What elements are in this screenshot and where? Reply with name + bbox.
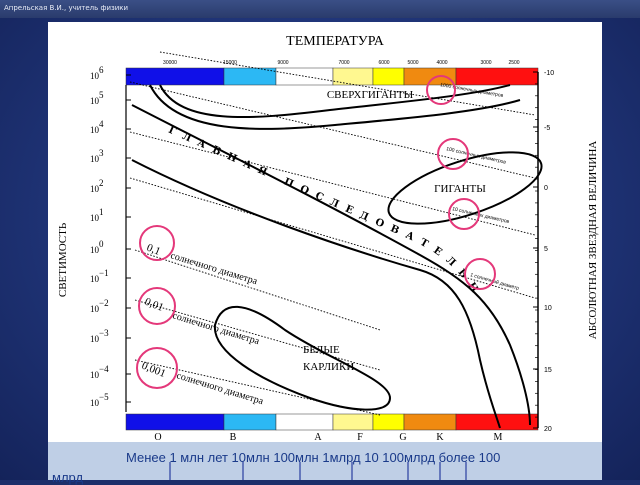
color-bar-segment bbox=[275, 413, 334, 431]
diameter-line-10 bbox=[129, 131, 536, 236]
luminosity-tick-label: 101 bbox=[90, 207, 104, 223]
diameter-line-1 bbox=[129, 177, 536, 299]
luminosity-ticks: 106 105 104 103 102 101 100 10−1 10−2 10−3 10−4 10−… bbox=[90, 65, 131, 408]
temperature-ticks: 30000 15000 9000 7000 6000 5000 4000 3000 2500 bbox=[163, 60, 520, 66]
label-001-caption: солнечного диаметра bbox=[171, 310, 261, 347]
luminosity-tick-label: 10−4 bbox=[90, 364, 109, 380]
spectral-class-label: F bbox=[357, 432, 363, 443]
label-001-value: 0,01 bbox=[143, 296, 165, 314]
luminosity-tick-label: 104 bbox=[90, 119, 104, 135]
highlight-circle-0001 bbox=[136, 347, 178, 389]
caption-line-1: Менее 1 млн лет 10млн 100млн 1млрд 10 10… bbox=[126, 450, 501, 465]
diameter-line-100 bbox=[129, 81, 536, 179]
highlight-circles bbox=[136, 75, 496, 389]
color-bar-bottom bbox=[125, 413, 539, 431]
color-bar-segment bbox=[125, 67, 225, 86]
luminosity-tick-label: 10−5 bbox=[90, 392, 109, 408]
label-01-value: 0,1 bbox=[145, 242, 162, 258]
color-bar-segment bbox=[372, 67, 405, 86]
color-bar-segment bbox=[125, 413, 225, 431]
spectral-class-label: M bbox=[494, 432, 503, 443]
magnitude-tick-label: 15 bbox=[544, 367, 552, 374]
luminosity-tick-label: 105 bbox=[90, 90, 104, 106]
main-sequence-lower-edge bbox=[131, 159, 501, 429]
luminosity-tick-label: 106 bbox=[90, 65, 104, 81]
label-white-dwarfs-2: КАРЛИКИ bbox=[303, 361, 354, 373]
diameter-line-1000 bbox=[159, 51, 536, 116]
diameter-line-01 bbox=[134, 249, 381, 331]
magnitude-tick-label: 5 bbox=[544, 246, 548, 253]
white-dwarfs-outline bbox=[213, 305, 392, 411]
window-title: Апрельская В.И., учитель физики bbox=[4, 4, 129, 12]
label-supergiants: СВЕРХГИГАНТЫ bbox=[327, 89, 414, 101]
color-bar-segment bbox=[372, 413, 405, 431]
spectral-class-label: K bbox=[436, 432, 444, 443]
luminosity-tick-label: 103 bbox=[90, 148, 104, 164]
label-main-sequence: ГЛАВНАЯ ПОСЛЕДОВАТЕЛЬНОСТЬ bbox=[0, 0, 484, 301]
spectral-class-label: G bbox=[399, 432, 406, 443]
color-bar-top bbox=[125, 67, 539, 86]
caption-line-2: млрд bbox=[52, 470, 84, 485]
spectral-class-label: O bbox=[154, 432, 161, 443]
highlight-circle-001 bbox=[138, 287, 176, 325]
temperature-tick-label: 9000 bbox=[277, 60, 288, 66]
supergiants-lower-curve bbox=[149, 84, 521, 130]
highlight-circle-01 bbox=[139, 225, 175, 261]
temperature-tick-label: 5000 bbox=[407, 60, 418, 66]
highlight-circle-100 bbox=[437, 138, 469, 170]
diameter-lines bbox=[129, 51, 536, 416]
luminosity-tick-label: 10−3 bbox=[90, 328, 109, 344]
temperature-tick-label: 6000 bbox=[378, 60, 389, 66]
title-bar: Апрельская В.И., учитель физики bbox=[0, 0, 640, 18]
temperature-tick-label: 7000 bbox=[338, 60, 349, 66]
region-outlines bbox=[131, 84, 543, 429]
temperature-tick-label: 2500 bbox=[508, 60, 519, 66]
y-right-axis-label: АБСОЛЮТНАЯ ЗВЕЗДНАЯ ВЕЛИЧИНА bbox=[587, 141, 599, 339]
color-bar-segment bbox=[332, 413, 374, 431]
label-giants: ГИГАНТЫ bbox=[434, 183, 486, 195]
supergiants-upper-curve bbox=[159, 84, 511, 118]
highlight-circle-1000 bbox=[426, 75, 456, 105]
giants-outline bbox=[387, 151, 543, 225]
temperature-tick-label: 30000 bbox=[163, 60, 177, 66]
color-bar-segment bbox=[332, 67, 374, 86]
y-left-axis-label: СВЕТИМОСТЬ bbox=[57, 223, 69, 297]
magnitude-tick-label: 10 bbox=[544, 305, 552, 312]
temperature-tick-label: 15000 bbox=[223, 60, 237, 66]
diagram-panel bbox=[48, 22, 602, 442]
luminosity-tick-label: 102 bbox=[90, 178, 104, 194]
temperature-tick-label: 4000 bbox=[436, 60, 447, 66]
color-bar-segment bbox=[455, 67, 539, 86]
luminosity-tick-label: 10−1 bbox=[90, 268, 109, 284]
label-01-caption: солнечного диаметра bbox=[169, 250, 259, 287]
magnitude-tick-label: -5 bbox=[544, 125, 550, 132]
luminosity-tick-label: 100 bbox=[90, 239, 104, 255]
color-bar-segment bbox=[223, 413, 277, 431]
diagram-title: ТЕМПЕРАТУРА bbox=[286, 34, 385, 49]
temperature-tick-label: 3000 bbox=[480, 60, 491, 66]
magnitude-tick-label: 20 bbox=[544, 426, 552, 433]
highlight-circle-1 bbox=[464, 258, 496, 290]
color-bar-segment bbox=[275, 67, 334, 86]
diameter-line-001 bbox=[134, 299, 381, 371]
color-bar-segment bbox=[403, 413, 457, 431]
highlight-circle-10 bbox=[448, 198, 480, 230]
caption-panel: Менее 1 млн лет 10млн 100млн 1млрд 10 10… bbox=[48, 442, 602, 485]
magnitude-ticks: -10 -5 0 5 10 15 20 bbox=[533, 70, 554, 433]
magnitude-tick-label: -10 bbox=[544, 70, 554, 77]
label-0001-value: 0,001 bbox=[140, 360, 167, 380]
magnitude-tick-label: 0 bbox=[544, 185, 548, 192]
luminosity-tick-label: 10−2 bbox=[90, 298, 109, 314]
spectral-class-label: B bbox=[230, 432, 237, 443]
label-0001-caption: солнечного диаметра bbox=[175, 370, 265, 407]
spectral-class-label: A bbox=[314, 432, 322, 443]
label-white-dwarfs-1: БЕЛЫЕ bbox=[303, 344, 340, 356]
main-sequence-upper-edge bbox=[131, 104, 531, 426]
